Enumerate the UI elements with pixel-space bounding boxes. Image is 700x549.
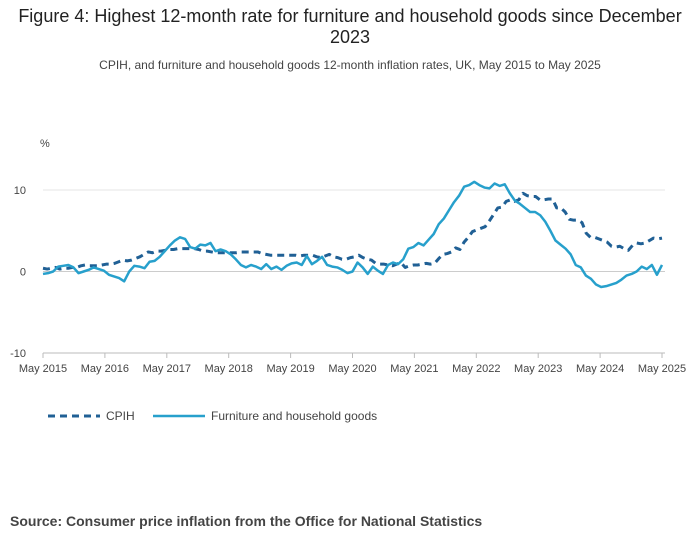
x-tick-label: May 2016 xyxy=(81,363,129,375)
series-line-cpih xyxy=(42,191,663,271)
y-tick-label: 0 xyxy=(20,267,26,279)
y-tick-label: 10 xyxy=(14,185,26,197)
gridlines xyxy=(43,189,665,272)
x-tick-label: May 2015 xyxy=(19,363,67,375)
y-tick-label: -10 xyxy=(10,348,26,360)
x-tick-label: May 2018 xyxy=(205,363,253,375)
legend-label: CPIH xyxy=(106,409,135,423)
x-tick-label: May 2020 xyxy=(328,363,376,375)
legend-label: Furniture and household goods xyxy=(211,409,377,423)
x-tick-label: May 2019 xyxy=(266,363,314,375)
y-axis: % -10 0 10 xyxy=(10,138,50,360)
x-axis: May 2015 May 2016 May 2017 May 2018 May 2019… xyxy=(19,352,686,375)
y-axis-unit-label: % xyxy=(40,138,50,150)
chart-subtitle: CPIH, and furniture and household goods … xyxy=(99,58,601,72)
x-tick-label: May 2023 xyxy=(514,363,562,375)
chart-title: Figure 4: Highest 12-month rate for furn… xyxy=(18,6,682,47)
series-lines xyxy=(42,180,664,289)
x-tick-label: May 2017 xyxy=(143,363,191,375)
source-note: Source: Consumer price inflation from th… xyxy=(10,513,483,529)
legend: CPIH Furniture and household goods xyxy=(48,409,377,423)
x-tick-label: May 2022 xyxy=(452,363,500,375)
series-line-furniture-household-goods xyxy=(42,180,664,289)
x-tick-label: May 2025 xyxy=(638,363,686,375)
x-tick-label: May 2021 xyxy=(390,363,438,375)
x-tick-label: May 2024 xyxy=(576,363,624,375)
